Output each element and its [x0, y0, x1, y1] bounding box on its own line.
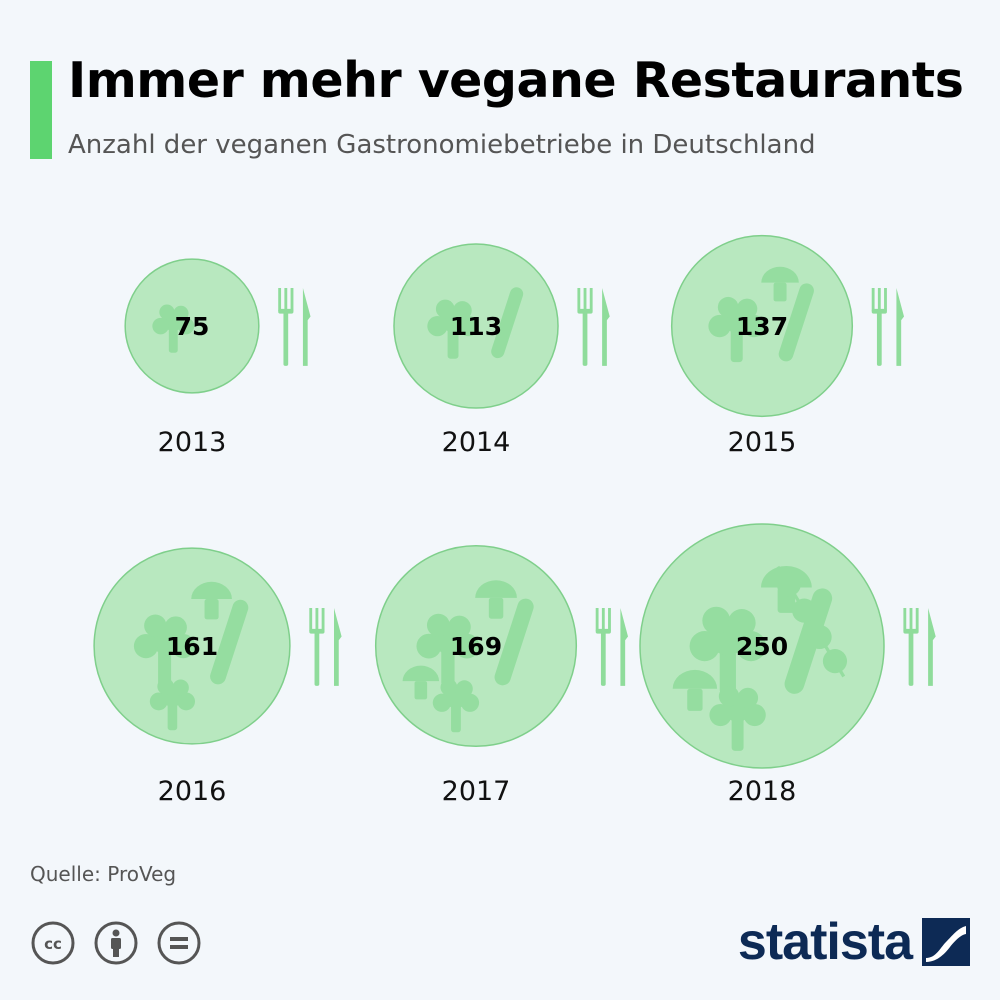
cutlery-icon: [903, 608, 936, 686]
mushroom-icon: [672, 669, 718, 711]
statista-logo-icon: [922, 918, 970, 966]
year-label: 2013: [158, 427, 227, 458]
svg-text:cc: cc: [44, 935, 62, 953]
broccoli-icon: [149, 678, 196, 731]
mushroom-icon: [402, 665, 440, 700]
carrot-icon: [491, 287, 524, 359]
broccoli-icon: [416, 613, 480, 687]
plate-2014: 113: [393, 243, 610, 409]
broccoli-icon: [432, 678, 480, 733]
year-label: 2014: [442, 427, 511, 458]
brand-wordmark: statista: [737, 913, 913, 971]
statista-brand[interactable]: statista: [738, 912, 970, 972]
broccoli-icon: [689, 606, 767, 695]
broccoli-icon: [708, 296, 766, 363]
broccoli-icon: [427, 299, 479, 359]
broccoli-icon: [152, 304, 195, 353]
broccoli-icon: [709, 686, 766, 751]
mushroom-icon: [761, 266, 799, 302]
plate-2017: 169: [374, 544, 629, 748]
year-label: 2017: [442, 776, 511, 807]
accent-bar: [30, 61, 52, 159]
cutlery-icon: [577, 288, 610, 366]
plate-2016: 161: [93, 547, 342, 745]
value-label: 161: [166, 632, 218, 661]
source-note: Quelle: ProVeg: [30, 862, 177, 886]
carrot-icon: [210, 599, 249, 685]
year-label: 2015: [728, 427, 797, 458]
skewer-icon: [776, 565, 848, 678]
value-label: 113: [450, 312, 502, 341]
no-derivatives-icon[interactable]: [156, 920, 202, 966]
value-label: 250: [736, 632, 788, 661]
cutlery-icon: [278, 288, 311, 366]
broccoli-icon: [133, 614, 196, 686]
plate-2015: 137: [670, 234, 905, 418]
value-label: 137: [736, 312, 788, 341]
year-label: 2018: [728, 776, 797, 807]
cutlery-icon: [871, 288, 905, 366]
plate-2018: 250: [639, 523, 936, 769]
attribution-icon[interactable]: [93, 920, 139, 966]
license-icons: cc: [30, 920, 214, 970]
year-label: 2016: [158, 776, 227, 807]
cutlery-icon: [309, 608, 342, 686]
mushroom-icon: [475, 580, 517, 619]
carrot-icon: [494, 598, 534, 686]
page-subtitle: Anzahl der veganen Gastronomiebetriebe i…: [68, 130, 816, 160]
cutlery-icon: [595, 608, 629, 686]
value-label: 169: [450, 632, 502, 661]
mushroom-icon: [191, 581, 232, 620]
carrot-icon: [778, 283, 814, 362]
value-label: 75: [175, 312, 210, 341]
creative-commons-icon[interactable]: cc: [30, 920, 76, 966]
plate-2013: 75: [124, 258, 311, 394]
page-title: Immer mehr vegane Restaurants: [68, 52, 964, 109]
